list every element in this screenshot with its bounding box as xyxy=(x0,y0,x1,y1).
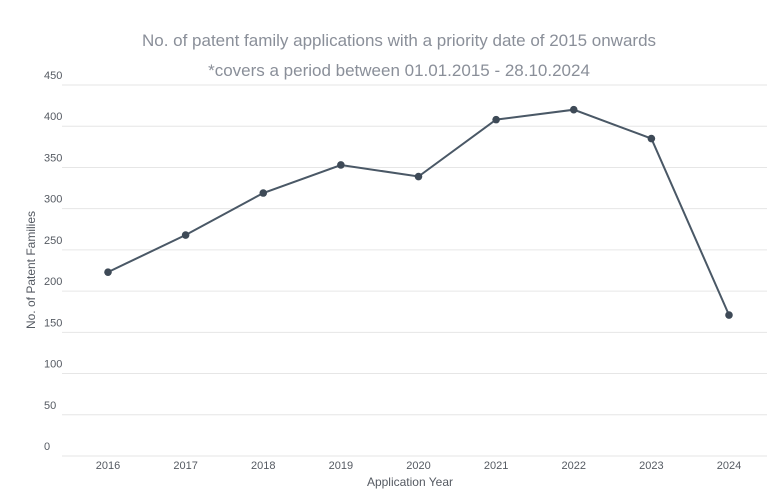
data-point xyxy=(647,134,656,143)
chart-subtitle: *covers a period between 01.01.2015 - 28… xyxy=(208,61,590,80)
y-tick-label: 450 xyxy=(44,70,62,82)
x-axis-ticks: 2016 2017 2018 2019 2020 2021 2022 2023 2024 xyxy=(96,460,741,472)
x-tick-label: 2022 xyxy=(562,460,586,472)
y-tick-label: 350 xyxy=(44,152,62,164)
x-tick-label: 2017 xyxy=(173,460,197,472)
x-tick-label: 2019 xyxy=(329,460,353,472)
y-tick-label: 200 xyxy=(44,276,62,288)
y-axis-label: No. of Patent Families xyxy=(24,211,38,329)
data-point xyxy=(259,189,268,197)
x-tick-label: 2016 xyxy=(96,460,120,472)
x-axis-label: Application Year xyxy=(367,475,453,489)
series-layer xyxy=(104,105,733,319)
x-tick-label: 2021 xyxy=(484,460,508,472)
y-tick-label: 250 xyxy=(44,235,62,247)
data-point xyxy=(492,115,500,124)
gridlines xyxy=(62,84,767,457)
data-point xyxy=(337,161,345,169)
x-tick-label: 2020 xyxy=(406,460,430,472)
data-point xyxy=(725,311,733,319)
data-point xyxy=(104,268,112,276)
y-tick-label: 100 xyxy=(44,359,62,371)
y-tick-label: 400 xyxy=(44,111,62,123)
y-tick-label: 150 xyxy=(44,317,62,329)
y-axis-ticks: 0 50 100 150 200 250 300 350 400 450 xyxy=(44,70,62,453)
chart-title: No. of patent family applications with a… xyxy=(142,31,656,50)
x-tick-label: 2023 xyxy=(639,460,663,472)
x-tick-label: 2018 xyxy=(251,460,275,472)
y-tick-label: 0 xyxy=(44,441,50,453)
data-point xyxy=(181,231,190,239)
x-tick-label: 2024 xyxy=(717,460,741,472)
y-tick-label: 50 xyxy=(44,400,56,412)
series-line xyxy=(107,108,730,316)
data-point xyxy=(569,105,578,114)
data-point xyxy=(414,172,423,181)
y-tick-label: 300 xyxy=(44,194,62,206)
